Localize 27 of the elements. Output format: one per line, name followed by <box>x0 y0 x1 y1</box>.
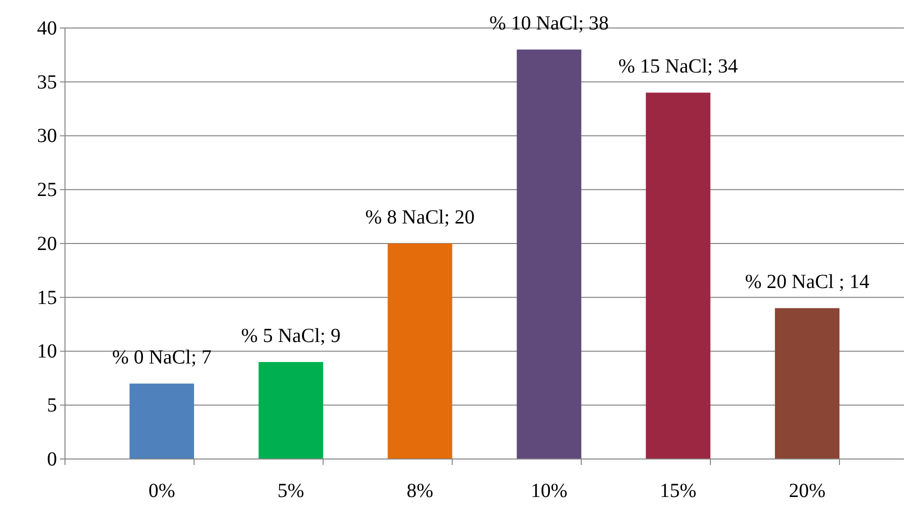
x-tick-label: 10% <box>530 480 568 502</box>
bar <box>258 362 324 459</box>
bar <box>130 384 194 459</box>
bar <box>646 92 710 459</box>
x-tick-label: 0% <box>148 480 176 502</box>
bar <box>774 308 840 459</box>
bar <box>388 244 452 459</box>
y-tick-label: 40 <box>37 17 57 40</box>
x-tick-label: 8% <box>406 480 434 502</box>
x-tick-label: 5% <box>278 480 304 502</box>
data-label: % 8 NaCl; 20 <box>365 206 475 228</box>
y-tick-label: 30 <box>37 125 57 148</box>
x-tick-label: 20% <box>788 480 826 502</box>
data-label: % 10 NaCl; 38 <box>489 12 609 35</box>
bar <box>516 50 582 459</box>
x-tick-label: 15% <box>660 480 696 502</box>
y-tick-label: 0 <box>47 448 57 470</box>
data-label: % 0 NaCl; 7 <box>112 346 212 369</box>
y-tick-label: 15 <box>37 286 57 309</box>
y-tick-label: 10 <box>37 340 57 363</box>
y-tick-label: 5 <box>47 394 57 417</box>
data-label: % 20 NaCl ; 14 <box>744 271 870 294</box>
y-tick-label: 25 <box>37 179 57 202</box>
data-label: % 15 NaCl; 34 <box>618 56 738 78</box>
y-tick-label: 20 <box>37 232 57 255</box>
y-tick-label: 35 <box>37 71 57 94</box>
data-label: % 5 NaCl; 9 <box>241 325 341 348</box>
